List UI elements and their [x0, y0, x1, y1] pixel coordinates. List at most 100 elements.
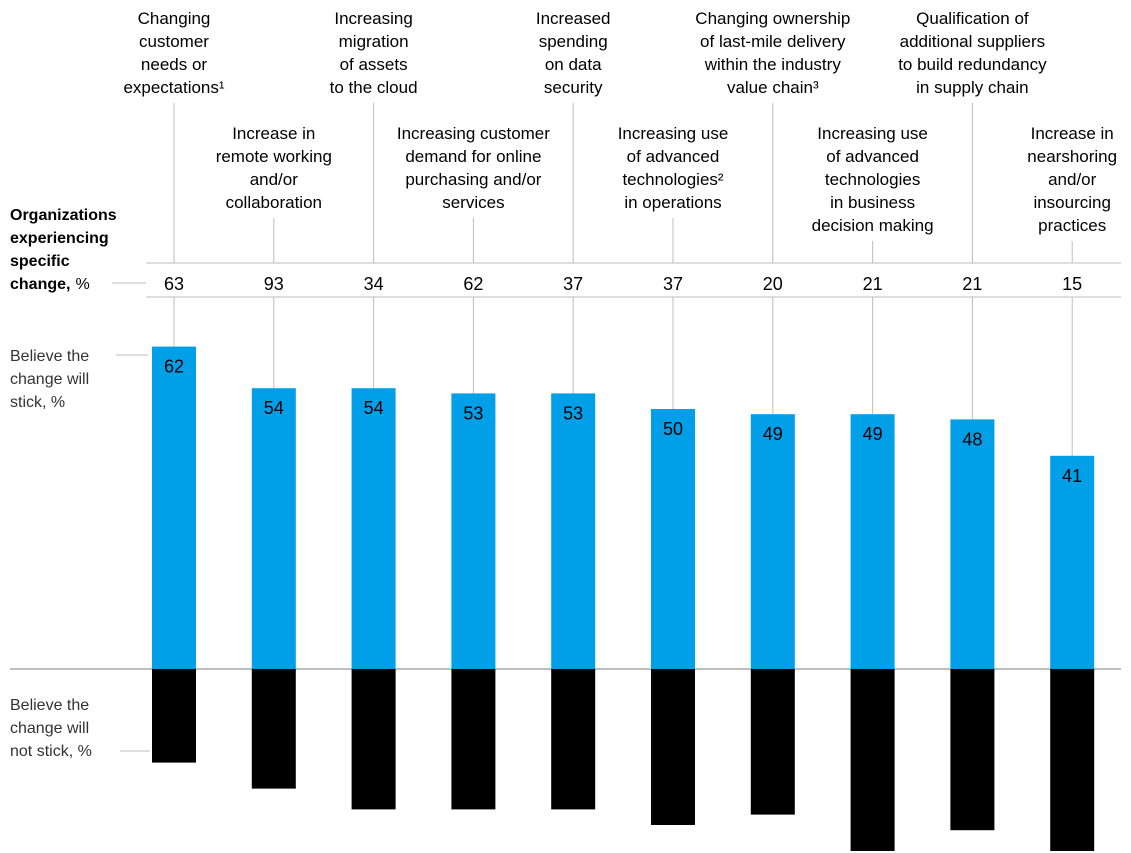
category-label: Qualification of additional suppliers to b… — [898, 9, 1047, 97]
stick-bar — [850, 414, 895, 669]
stick-bar-value: 53 — [563, 403, 583, 423]
category-label-line: within the industry — [704, 55, 842, 74]
not-stick-row-label-line: Believe the — [10, 697, 89, 714]
not-stick-bar-value: 28 — [763, 791, 783, 811]
category-label-line: Changing ownership — [695, 9, 850, 28]
not-stick-bar — [152, 669, 196, 763]
experiencing-row-label-line: Organizations — [10, 207, 117, 224]
category-label-line: value chain³ — [727, 78, 819, 97]
stick-row-label-line: change will — [10, 371, 89, 388]
category-label-line: needs or — [141, 55, 207, 74]
category-label-line: to the cloud — [330, 78, 418, 97]
category-label: Increase in remote working and/or collabora… — [216, 124, 332, 212]
category-label-line: and/or — [250, 170, 299, 189]
category-label-line: of last-mile delivery — [700, 32, 846, 51]
experiencing-value: 37 — [563, 274, 583, 294]
experiencing-row-label-line: experiencing — [10, 230, 109, 247]
category-label: Increasing migration of assets to the cloud — [330, 9, 418, 97]
category-label-line: Increasing use — [618, 124, 729, 143]
category-label-line: purchasing and/or — [405, 170, 541, 189]
stick-bar-value: 49 — [763, 424, 783, 444]
not-stick-bar-value: 18 — [164, 739, 184, 759]
category-label-line: to build redundancy — [898, 55, 1047, 74]
category-label-line: services — [442, 193, 504, 212]
category-label-line: decision making — [812, 216, 934, 235]
stick-bar — [251, 388, 296, 669]
stick-bar — [950, 419, 995, 669]
category-label-line: practices — [1038, 216, 1106, 235]
not-stick-bar — [950, 669, 995, 831]
category-label-line: Increasing customer — [397, 124, 550, 143]
not-stick-row-label: Believe the change will not stick, % — [10, 697, 92, 760]
experiencing-row-label: Organizations experiencing specific change,… — [10, 207, 117, 293]
category-label-line: insourcing — [1033, 193, 1111, 212]
not-stick-bar-value: 23 — [264, 765, 284, 785]
not-stick-bar — [750, 669, 795, 815]
stick-bar — [1050, 455, 1095, 669]
experiencing-value: 20 — [763, 274, 783, 294]
experiencing-value: 62 — [463, 274, 483, 294]
category-label-line: technologies — [825, 170, 920, 189]
not-stick-bar-value: 35 — [863, 827, 883, 847]
stick-bar — [651, 409, 695, 669]
category-label-line: remote working — [216, 147, 332, 166]
category-label-line: in supply chain — [916, 78, 1028, 97]
category-label: Increase in nearshoring and/or insourcing pr… — [1027, 124, 1117, 235]
experiencing-values: 63 93 34 62 37 37 20 21 21 15 — [164, 274, 1082, 294]
stick-bar-value: 41 — [1062, 466, 1082, 486]
category-label-line: of assets — [340, 55, 408, 74]
stick-bar — [551, 393, 596, 669]
experiencing-row-label-line: change, — [10, 276, 70, 293]
category-label-line: of advanced — [627, 147, 720, 166]
category-label-line: nearshoring — [1027, 147, 1117, 166]
category-label-line: Qualification of — [916, 9, 1029, 28]
stick-bar — [750, 414, 795, 669]
stick-bar-value: 54 — [364, 398, 384, 418]
experiencing-value: 34 — [364, 274, 384, 294]
category-label-line: additional suppliers — [900, 32, 1046, 51]
stick-bar-value: 62 — [164, 357, 184, 377]
category-label-line: collaboration — [226, 193, 322, 212]
category-label: Increasing use of advanced technologies in … — [812, 124, 934, 235]
category-labels: Changing customer needs or expectations¹ Inc… — [123, 9, 1117, 235]
category-label-line: expectations¹ — [123, 78, 224, 97]
experiencing-value: 37 — [663, 274, 683, 294]
stick-bar — [351, 388, 396, 669]
category-label-line: spending — [539, 32, 608, 51]
stick-row-label: Believe the change will stick, % — [10, 348, 89, 411]
not-stick-bar — [1050, 669, 1095, 851]
experiencing-row-unit: % — [75, 276, 89, 293]
not-stick-bar-value: 31 — [962, 806, 982, 826]
not-stick-bar — [850, 669, 895, 851]
experiencing-value: 21 — [962, 274, 982, 294]
experiencing-value: 93 — [264, 274, 284, 294]
category-label-line: Increasing use — [817, 124, 928, 143]
category-label: Changing customer needs or expectations¹ — [123, 9, 224, 97]
stick-bar-value: 54 — [264, 398, 284, 418]
stick-row-label-line: Believe the — [10, 348, 89, 365]
stick-bar — [152, 346, 196, 669]
category-label-line: Increasing — [334, 9, 412, 28]
experiencing-value: 21 — [863, 274, 883, 294]
not-stick-bar-value: 27 — [563, 785, 583, 805]
stick-bar-value: 48 — [962, 429, 982, 449]
category-label-line: technologies² — [622, 170, 723, 189]
not-stick-row-label-line: change will — [10, 720, 89, 737]
category-label-line: demand for online — [405, 147, 541, 166]
not-stick-row-label-line: not stick, % — [10, 743, 92, 760]
category-label-line: Increased — [536, 9, 611, 28]
bars — [152, 346, 1095, 851]
category-label: Increased spending on data security — [536, 9, 611, 97]
category-label-line: in business — [830, 193, 915, 212]
not-stick-bar-value: 30 — [663, 801, 683, 821]
category-label: Changing ownership of last-mile delivery w… — [695, 9, 850, 97]
category-label-line: migration — [339, 32, 409, 51]
bar-value-labels: 62 18 54 23 54 27 53 27 53 27 50 30 49 28 49 35 48 31 41 35 — [164, 357, 1082, 847]
not-stick-bar — [251, 669, 296, 789]
not-stick-bar-value: 27 — [463, 785, 483, 805]
row-labels: Organizations experiencing specific change,… — [10, 207, 117, 760]
category-label: Increasing customer demand for online purc… — [397, 124, 550, 212]
category-label-line: of advanced — [826, 147, 919, 166]
experiencing-row-label-line: specific — [10, 253, 70, 270]
not-stick-bar — [451, 669, 496, 810]
